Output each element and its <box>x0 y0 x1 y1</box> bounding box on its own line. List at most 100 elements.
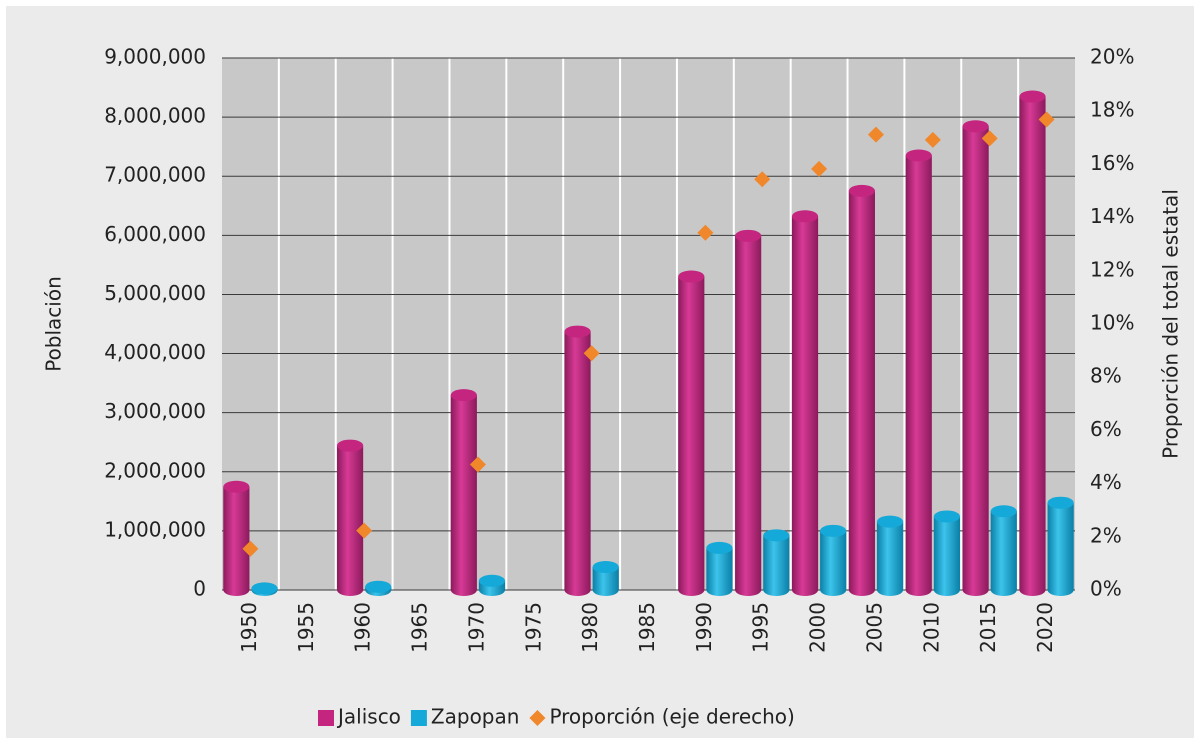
legend-swatch <box>318 710 334 726</box>
bar-cap <box>450 389 477 402</box>
point <box>1038 111 1055 128</box>
bar-group <box>962 120 989 596</box>
bar <box>223 486 250 590</box>
bar <box>706 547 733 590</box>
y2-tick-label: 20% <box>1090 45 1134 69</box>
y2-tick-label: 0% <box>1090 577 1122 601</box>
y-tick-label: 0 <box>193 577 206 601</box>
bar-group <box>592 561 619 596</box>
bar-cap <box>876 515 904 528</box>
point <box>356 522 373 539</box>
bar-group <box>564 325 591 596</box>
bar-cap <box>791 210 819 223</box>
bar <box>848 190 875 590</box>
bar-cap <box>678 270 705 283</box>
bar-cap <box>1019 90 1046 103</box>
y-tick-label: 3,000,000 <box>104 399 206 423</box>
bar <box>1047 502 1074 590</box>
bar-group <box>990 505 1017 596</box>
bar-group <box>848 184 875 596</box>
x-tick-label: 1985 <box>635 602 659 653</box>
bar-group <box>1019 90 1046 596</box>
y2-tick-label: 18% <box>1090 98 1134 122</box>
bar-group <box>223 480 250 596</box>
bar-cap <box>962 120 989 133</box>
point <box>811 160 828 177</box>
bar <box>876 521 904 590</box>
point <box>754 171 771 188</box>
bar-cap <box>251 582 278 595</box>
bar <box>735 235 762 591</box>
y-tick-label: 9,000,000 <box>104 45 206 69</box>
x-tick-label: 1965 <box>408 602 432 653</box>
bar-cap <box>933 510 960 523</box>
bar-cap <box>706 541 733 554</box>
bar-cap <box>564 325 591 338</box>
x-tick-label: 2005 <box>862 602 886 653</box>
bar <box>450 395 477 590</box>
y2-tick-label: 2% <box>1090 523 1122 547</box>
bar-group <box>763 529 790 596</box>
x-tick-label: 2010 <box>919 602 943 653</box>
bar-group <box>1047 496 1074 596</box>
bar-cap <box>592 561 619 574</box>
bar-group <box>706 541 733 596</box>
y-tick-label: 1,000,000 <box>104 517 206 541</box>
y2-tick-label: 8% <box>1090 364 1122 388</box>
legend-label: Jalisco <box>336 705 401 729</box>
y-tick-label: 5,000,000 <box>104 281 206 305</box>
bar-cap <box>735 229 762 242</box>
bar-group <box>735 229 762 596</box>
bar-cap <box>905 149 932 162</box>
point <box>924 131 941 148</box>
point <box>242 540 259 557</box>
x-tick-label: 1950 <box>237 602 261 653</box>
bar <box>820 530 847 590</box>
bar-group <box>791 210 819 596</box>
y2-tick-label: 16% <box>1090 151 1134 175</box>
bar <box>592 567 619 590</box>
y2-tick-label: 12% <box>1090 257 1134 281</box>
bar-group <box>820 524 847 596</box>
bar-group <box>251 582 278 596</box>
y2-tick-label: 4% <box>1090 470 1122 494</box>
y2-tick-label: 10% <box>1090 311 1134 335</box>
bar-cap <box>990 505 1017 518</box>
point <box>981 130 998 147</box>
bar-cap <box>848 184 875 197</box>
x-tick-label: 1975 <box>521 602 545 653</box>
point <box>469 456 486 473</box>
legend-label: Proporción (eje derecho) <box>549 705 794 729</box>
y-tick-label: 2,000,000 <box>104 458 206 482</box>
point <box>697 224 714 241</box>
bar-group <box>905 149 932 596</box>
x-tick-label: 1960 <box>351 602 375 653</box>
legend-swatch <box>529 710 546 726</box>
y-tick-label: 6,000,000 <box>104 222 206 246</box>
bar-cap <box>478 574 506 587</box>
bar-group <box>450 389 477 596</box>
y2-tick-label: 6% <box>1090 417 1122 441</box>
bar-group <box>337 439 364 596</box>
x-tick-label: 1990 <box>692 602 716 653</box>
y-tick-label: 8,000,000 <box>104 104 206 128</box>
bar <box>1019 96 1046 590</box>
bar-group <box>678 270 705 596</box>
bar <box>962 126 989 590</box>
y-tick-label: 4,000,000 <box>104 340 206 364</box>
bar-group <box>876 515 904 596</box>
bar <box>990 511 1017 590</box>
legend-swatch <box>410 710 427 726</box>
bar <box>763 535 790 590</box>
bar-cap <box>820 524 847 537</box>
y2-tick-label: 14% <box>1090 204 1134 228</box>
bar-cap <box>1047 496 1074 509</box>
x-tick-label: 1980 <box>578 602 602 653</box>
legend-label: Zapopan <box>431 705 520 729</box>
point <box>867 126 884 143</box>
y-axis-title: Población <box>42 276 66 372</box>
x-tick-label: 2015 <box>976 602 1000 653</box>
x-tick-label: 1995 <box>749 602 773 653</box>
bar-cap <box>337 439 364 452</box>
